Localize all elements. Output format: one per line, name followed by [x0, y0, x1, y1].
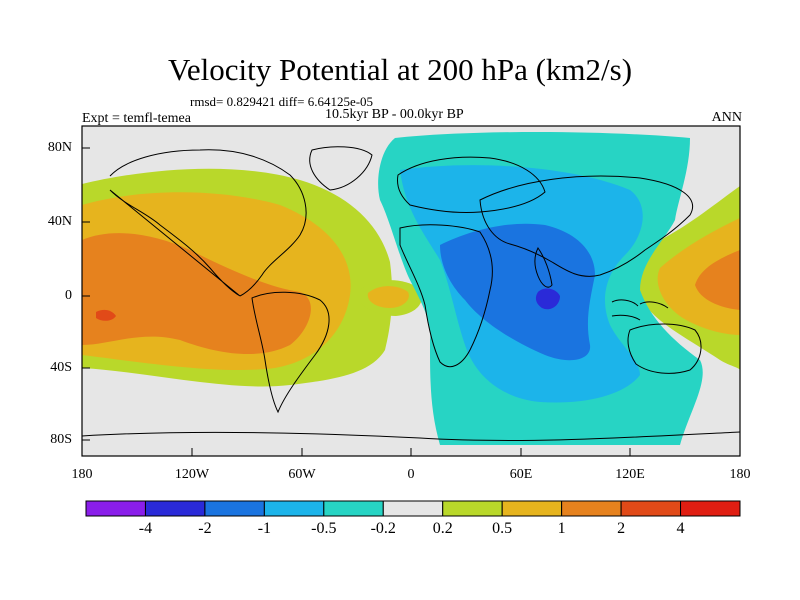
- colorbar-box: [323, 500, 384, 517]
- colorbar-box: [204, 500, 265, 517]
- lon-label-60w: 60W: [288, 467, 316, 482]
- page-title: Velocity Potential at 200 hPa (km2/s): [167, 52, 633, 87]
- experiment-label: Expt = temfl-temea: [82, 111, 191, 126]
- field-pos-2: [96, 309, 116, 321]
- lon-label-0: 0: [407, 467, 415, 482]
- field-pos-atlantic-inner: [367, 286, 409, 308]
- colorbar-box: [442, 500, 503, 517]
- lon-label-60e: 60E: [509, 467, 533, 482]
- colorbar-label: -0.2: [370, 520, 396, 537]
- colorbar-box: [680, 500, 741, 517]
- colorbar-label: -0.5: [311, 520, 337, 537]
- field-pos-wpac-core: [695, 250, 740, 310]
- field-pos-wpac-inner: [657, 218, 740, 335]
- colorbar-box: [561, 500, 622, 517]
- field-neg-1: [440, 223, 595, 361]
- coastlines: [82, 146, 740, 441]
- colorbar-box: [382, 500, 444, 517]
- colorbar-box: [263, 500, 325, 517]
- lat-label-40n: 40N: [47, 214, 72, 229]
- lat-label-80n: 80N: [47, 140, 72, 155]
- colorbar-box: [620, 500, 682, 517]
- colorbar-label: 4: [676, 520, 685, 537]
- colorbar-box: [144, 500, 206, 517]
- colorbar-box: [85, 500, 146, 517]
- colorbar-label: 1: [557, 520, 566, 537]
- lat-label-40s: 40S: [50, 360, 72, 375]
- field-pos-1: [82, 233, 311, 355]
- field-neg-2: [535, 288, 560, 310]
- colorbar-label: 0.2: [432, 520, 453, 537]
- lon-label-180e: 180: [729, 467, 751, 482]
- season-label: ANN: [711, 110, 742, 125]
- period-label: 10.5kyr BP - 00.0kyr BP: [325, 107, 464, 122]
- colorbar-label: 2: [617, 520, 626, 537]
- colorbar-label: -1: [257, 520, 272, 537]
- lon-label-120w: 120W: [174, 467, 210, 482]
- lat-label-80s: 80S: [50, 432, 72, 447]
- lon-label-120e: 120E: [615, 467, 645, 482]
- lat-label-0: 0: [65, 288, 72, 303]
- stats-label: rmsd= 0.829421 diff= 6.64125e-05: [190, 94, 374, 109]
- colorbar-box: [501, 500, 563, 517]
- lon-label-180w: 180: [71, 467, 93, 482]
- colorbar-label: -2: [198, 520, 212, 537]
- colorbar-label: -4: [138, 520, 153, 537]
- axis-ticks: [81, 147, 741, 456]
- colorbar-label: 0.5: [492, 520, 513, 537]
